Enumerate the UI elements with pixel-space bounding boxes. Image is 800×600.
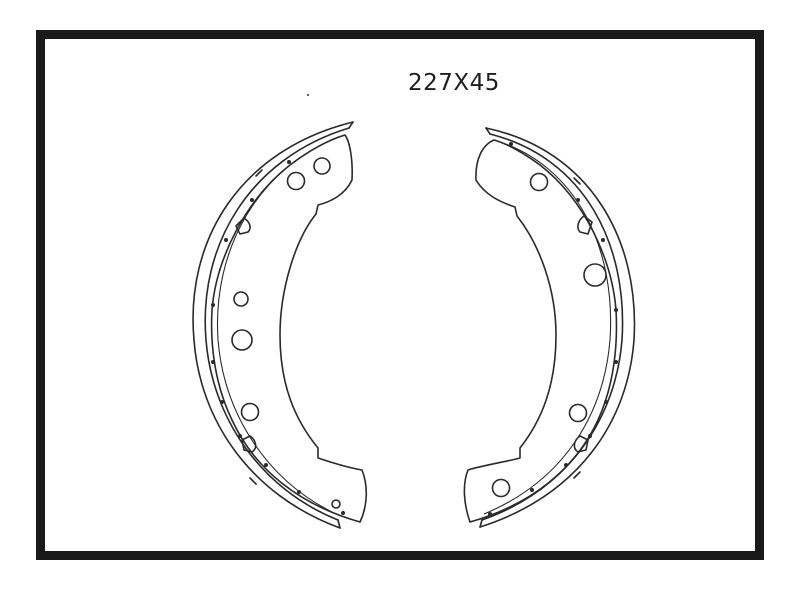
right-shoe-web [463, 139, 618, 523]
left-rivets [211, 160, 345, 515]
right-spring-slot-upper [577, 215, 593, 235]
left-shoe-web [210, 134, 368, 523]
shoe-size-label: 227X45 [408, 70, 500, 96]
right-hole-4 [491, 478, 511, 498]
left-brake-shoe [192, 121, 368, 529]
left-hole-4 [231, 329, 253, 351]
left-lining-outer-edge [192, 121, 354, 529]
right-lining-outer-edge [479, 127, 636, 528]
left-hole-3 [233, 291, 249, 307]
right-hole-1 [529, 172, 549, 192]
left-hole-1 [313, 157, 331, 175]
stray-mark [307, 94, 309, 96]
right-rivets [488, 142, 618, 516]
left-hole-2 [286, 171, 306, 191]
right-hole-2 [583, 263, 607, 287]
left-hole-6 [331, 499, 341, 509]
left-spring-slot-upper [235, 217, 251, 235]
left-lining-inner-edge [204, 127, 350, 521]
drawing-frame [36, 30, 764, 560]
right-brake-shoe [463, 127, 636, 528]
left-hole-5 [240, 402, 260, 422]
right-hole-3 [568, 403, 588, 423]
right-spring-slot-lower [573, 435, 589, 453]
left-spring-slot-lower [241, 435, 257, 453]
